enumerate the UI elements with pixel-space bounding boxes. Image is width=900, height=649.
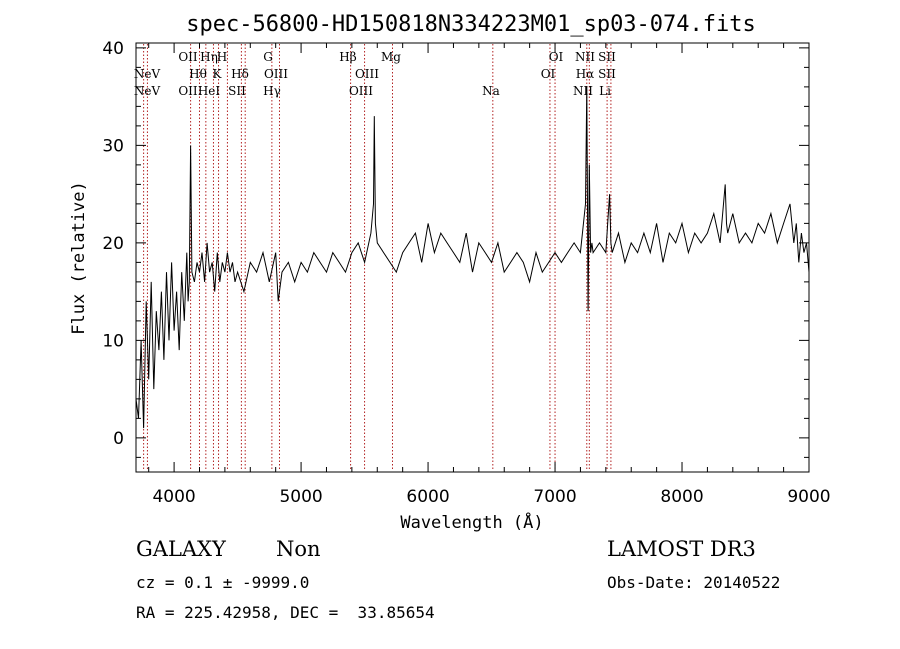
line-label: OI: [541, 67, 556, 81]
y-axis: 0 10 20 30 40: [102, 39, 809, 458]
line-label: Mg: [381, 50, 401, 64]
line-label: OIII: [264, 67, 288, 81]
x-tick-label: 4000: [152, 487, 195, 507]
line-label: NII: [575, 50, 595, 64]
line-label: NeV: [134, 84, 161, 98]
line-label: SII: [228, 84, 246, 98]
y-tick-label: 0: [113, 429, 124, 449]
emission-line-labels: NeV NeV OII Hθ Hη HeI KH Hδ SII G OIII Hγ OII Hβ OIII O…: [134, 50, 616, 98]
observation-date: Obs-Date: 20140522: [607, 573, 781, 592]
line-label: Hδ: [231, 67, 249, 81]
line-label: HeI: [198, 84, 221, 98]
coordinates: RA = 225.42958, DEC = 33.85654: [136, 603, 435, 622]
line-label: SII: [598, 67, 616, 81]
plot-frame: [135, 42, 810, 473]
survey-name: LAMOST DR3: [607, 537, 756, 561]
y-tick-label: 30: [102, 136, 124, 156]
line-label: Hα: [576, 67, 595, 81]
x-tick-label: 9000: [787, 487, 830, 507]
line-label: K: [213, 67, 223, 81]
x-tick-label: 5000: [279, 487, 322, 507]
line-label: OI: [549, 50, 564, 64]
line-label: OII: [178, 84, 198, 98]
x-axis: 4000 5000 6000 7000 8000 9000: [148, 43, 831, 507]
line-label: OII: [178, 50, 198, 64]
line-label: OIII: [355, 67, 379, 81]
line-label: G: [263, 50, 273, 64]
y-axis-label: Flux (relative): [69, 181, 89, 335]
line-label: H: [217, 50, 227, 64]
line-label: OIII: [349, 84, 373, 98]
line-label: Hη: [200, 50, 218, 64]
emission-line-markers: [143, 44, 612, 471]
object-class: GALAXY: [136, 537, 226, 561]
y-tick-label: 40: [102, 39, 124, 59]
line-label: SII: [598, 50, 616, 64]
x-tick-label: 6000: [406, 487, 449, 507]
line-label: Hθ: [189, 67, 207, 81]
line-label: Hγ: [263, 84, 281, 98]
x-tick-label: 7000: [533, 487, 576, 507]
line-label: Na: [482, 84, 500, 98]
line-label: Hβ: [339, 50, 356, 64]
line-label: Li: [599, 84, 611, 98]
chart-title: spec-56800-HD150818N334223M01_sp03-074.f…: [186, 12, 756, 37]
y-tick-label: 20: [102, 234, 124, 254]
x-axis-label: Wavelength (Å): [400, 511, 543, 533]
spectrum-series-line: [135, 86, 810, 429]
line-label: NeV: [134, 67, 161, 81]
line-label: NII: [573, 84, 593, 98]
y-tick-label: 10: [102, 331, 124, 351]
object-subclass: Non: [276, 537, 321, 561]
x-tick-label: 8000: [660, 487, 703, 507]
redshift-cz: cz = 0.1 ± -9999.0: [136, 573, 310, 592]
